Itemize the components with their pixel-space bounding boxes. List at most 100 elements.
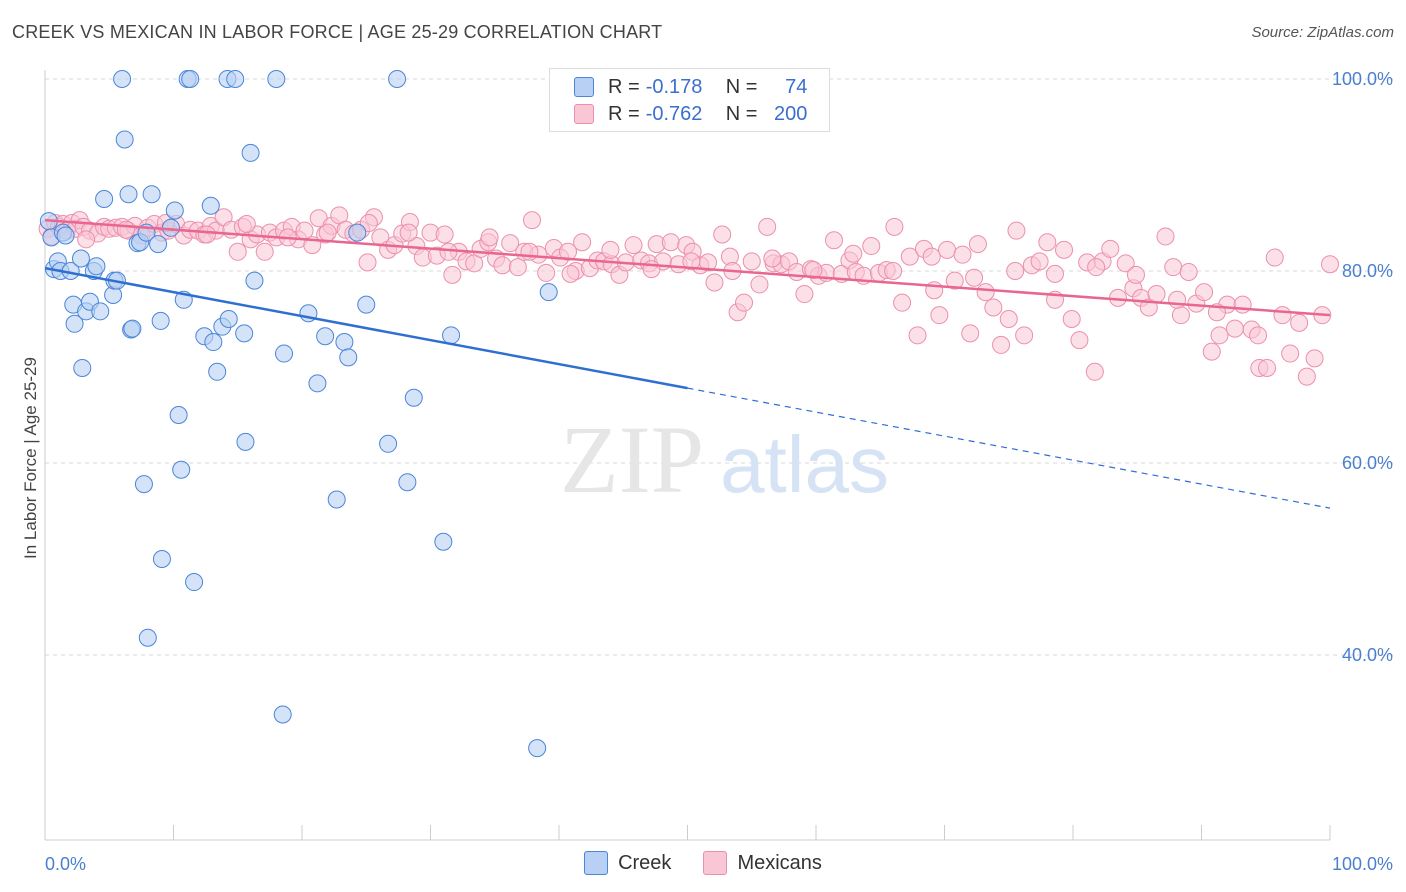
trend-lines xyxy=(44,218,1331,509)
data-point-mexicans xyxy=(77,230,96,249)
data-point-mexicans xyxy=(501,234,520,253)
data-point-mexicans xyxy=(976,283,995,302)
data-point-mexicans xyxy=(255,242,274,261)
data-point-mexicans xyxy=(358,253,377,272)
data-point-creek xyxy=(327,490,346,509)
data-point-mexicans xyxy=(1164,258,1183,277)
data-point-mexicans xyxy=(1038,233,1057,252)
creek-legend-swatch xyxy=(584,851,609,875)
data-point-mexicans xyxy=(558,242,577,261)
data-point-mexicans xyxy=(961,324,980,343)
data-point-creek xyxy=(172,460,191,479)
data-point-creek xyxy=(138,628,157,647)
data-point-creek xyxy=(275,344,294,363)
watermark: ZIP atlas xyxy=(560,406,889,513)
data-point-mexicans xyxy=(742,252,761,271)
data-point-mexicans xyxy=(493,256,512,275)
data-point-creek xyxy=(113,70,132,88)
data-point-creek xyxy=(339,348,358,367)
data-point-creek xyxy=(65,314,84,333)
trend-line-creek xyxy=(44,266,688,390)
creek-legend-label: Creek xyxy=(618,851,672,874)
data-point-mexicans xyxy=(523,211,542,230)
data-point-mexicans xyxy=(930,306,949,325)
data-point-creek xyxy=(119,185,138,204)
data-point-mexicans xyxy=(1156,227,1175,246)
data-point-creek xyxy=(185,573,204,592)
data-point-creek xyxy=(134,475,153,494)
data-point-mexicans xyxy=(922,247,941,266)
data-point-creek xyxy=(226,70,245,88)
data-point-creek xyxy=(348,223,367,242)
data-point-mexicans xyxy=(520,242,539,261)
data-point-mexicans xyxy=(537,263,556,282)
data-point-creek xyxy=(71,249,90,268)
y-tick-label: 40.0% xyxy=(1342,645,1393,665)
data-point-mexicans xyxy=(1225,319,1244,338)
data-point-mexicans xyxy=(884,262,903,280)
trend-line-mexicans xyxy=(44,218,1331,317)
data-point-mexicans xyxy=(1305,349,1324,368)
data-point-mexicans xyxy=(1210,326,1229,345)
data-point-mexicans xyxy=(601,240,620,259)
data-point-mexicans xyxy=(197,225,216,244)
data-point-creek xyxy=(219,310,238,328)
data-point-mexicans xyxy=(443,265,462,284)
data-point-mexicans xyxy=(735,293,754,312)
data-point-mexicans xyxy=(228,242,247,261)
legend-row-creek: R = -0.178 N = 74 xyxy=(550,74,807,100)
data-point-mexicans xyxy=(439,242,458,261)
data-point-creek xyxy=(181,70,200,88)
data-point-mexicans xyxy=(1015,326,1034,345)
trend-line-creek-extrapolated xyxy=(687,387,1331,509)
data-point-creek xyxy=(241,143,260,162)
data-point-mexicans xyxy=(908,326,927,345)
tick-labels: 40.0% 60.0% 80.0% 100.0% 0.0% 100.0% xyxy=(45,69,1393,874)
data-point-creek xyxy=(123,319,142,338)
data-point-creek xyxy=(73,358,92,377)
data-point-mexicans xyxy=(763,249,782,268)
legend-r-label: R = xyxy=(608,102,640,125)
data-point-mexicans xyxy=(705,273,724,292)
data-point-creek xyxy=(56,226,75,245)
gridlines xyxy=(45,78,1395,656)
data-point-mexicans xyxy=(1258,358,1277,377)
data-point-mexicans xyxy=(862,237,881,256)
legend-n-value: 74 xyxy=(785,75,808,98)
data-point-creek xyxy=(442,326,461,345)
data-point-mexicans xyxy=(965,268,984,287)
data-point-mexicans xyxy=(953,245,972,264)
legend-item-mexicans: Mexicans xyxy=(703,851,822,875)
data-point-mexicans xyxy=(804,261,823,280)
data-point-mexicans xyxy=(885,217,904,236)
data-point-creek xyxy=(434,532,453,551)
data-point-mexicans xyxy=(713,225,732,244)
data-point-mexicans xyxy=(1007,221,1026,240)
data-point-mexicans xyxy=(893,293,912,312)
data-point-creek xyxy=(201,196,220,215)
watermark-zip: ZIP xyxy=(560,406,704,513)
data-point-creek xyxy=(95,190,114,208)
data-point-mexicans xyxy=(945,271,964,290)
data-point-mexicans xyxy=(1321,255,1339,274)
data-point-mexicans xyxy=(1147,285,1166,304)
data-point-creek xyxy=(149,235,168,254)
data-point-creek xyxy=(208,362,227,381)
data-point-creek xyxy=(379,434,398,453)
data-point-creek xyxy=(152,550,171,568)
data-point-mexicans xyxy=(1233,295,1252,314)
legend-n-label: N = xyxy=(725,75,758,98)
data-point-mexicans xyxy=(1249,326,1268,345)
data-point-mexicans xyxy=(1070,331,1089,350)
data-point-mexicans xyxy=(984,298,1003,317)
data-point-mexicans xyxy=(992,335,1011,354)
data-point-mexicans xyxy=(1297,367,1316,386)
data-point-mexicans xyxy=(1126,265,1145,284)
legend-r-label: R = xyxy=(608,75,640,98)
data-point-mexicans xyxy=(1087,258,1106,277)
data-point-mexicans xyxy=(1290,313,1309,332)
data-point-mexicans xyxy=(1030,252,1049,271)
data-point-creek xyxy=(91,302,110,321)
data-point-mexicans xyxy=(561,264,580,283)
x-tick-label: 100.0% xyxy=(1332,854,1393,874)
